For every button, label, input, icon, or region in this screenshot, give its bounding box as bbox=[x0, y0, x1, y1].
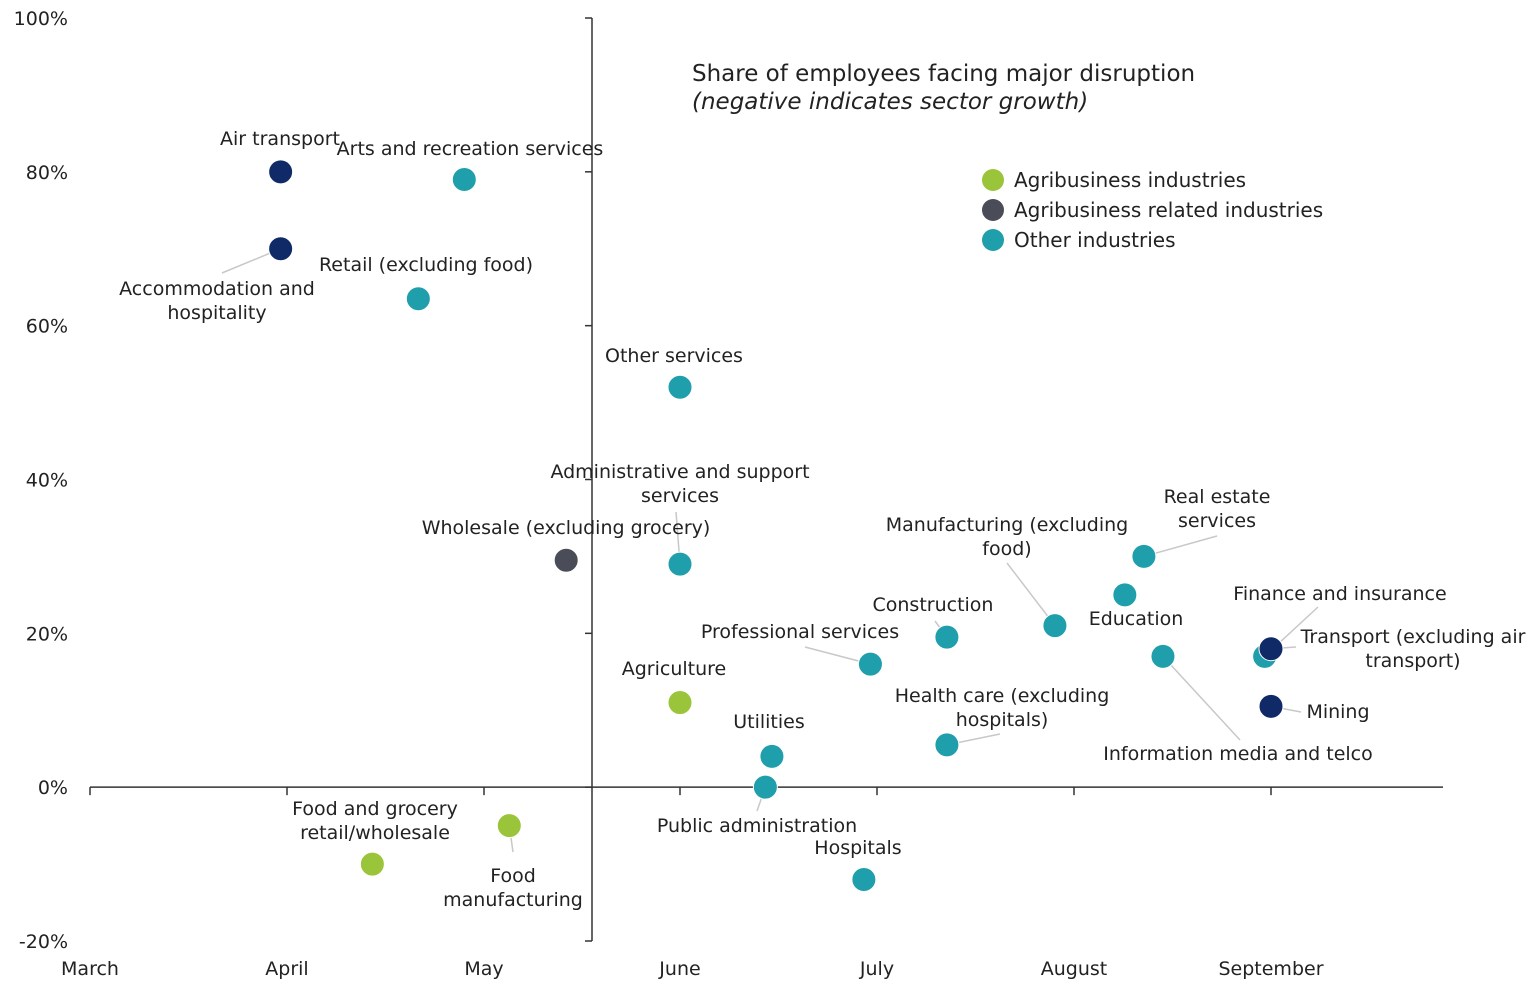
chart-subtitle: (negative indicates sector growth) bbox=[692, 89, 1088, 115]
point-label-administrative-and-support-services: Administrative and support services bbox=[550, 461, 809, 507]
point-agriculture bbox=[667, 690, 693, 716]
x-tick-label: September bbox=[1218, 958, 1323, 980]
point-label-arts-and-recreation-services: Arts and recreation services bbox=[337, 138, 604, 160]
chart-title: Share of employees facing major disrupti… bbox=[692, 61, 1195, 87]
point-label-retail-excluding-food: Retail (excluding food) bbox=[319, 254, 533, 276]
point-label-construction: Construction bbox=[873, 594, 994, 616]
point-label-air-transport: Air transport bbox=[220, 128, 340, 150]
y-tick-label: 40% bbox=[26, 470, 68, 492]
point-health-care-excluding-hospitals bbox=[934, 732, 960, 758]
point-food-manufacturing bbox=[496, 813, 522, 839]
legend-swatch-other-industries bbox=[982, 229, 1004, 251]
point-real-estate-services bbox=[1131, 543, 1157, 569]
point-label-utilities: Utilities bbox=[733, 711, 805, 733]
point-label-health-care-excluding-hospitals: Health care (excluding hospitals) bbox=[895, 685, 1110, 731]
point-label-public-administration: Public administration bbox=[657, 815, 857, 837]
point-label-accommodation-and-hospitality: Accommodation and hospitality bbox=[119, 278, 315, 324]
point-transport-excluding-air-transport bbox=[1258, 636, 1284, 662]
x-tick-label: May bbox=[464, 958, 503, 980]
point-label-agriculture: Agriculture bbox=[622, 658, 727, 680]
axes: 100% 80% 60% 40% 20% 0% -20% March April May June J… bbox=[14, 8, 1443, 980]
point-information-media-and-telco bbox=[1150, 643, 1176, 669]
point-wholesale-excluding-grocery bbox=[553, 547, 579, 573]
point-accommodation-and-hospitality bbox=[268, 236, 294, 262]
point-label-manufacturing-excluding-food: Manufacturing (excluding food) bbox=[886, 514, 1129, 560]
point-label-professional-services: Professional services bbox=[701, 621, 899, 643]
point-manufacturing-excluding-food bbox=[1042, 613, 1068, 639]
point-utilities bbox=[759, 743, 785, 769]
point-label-hospitals: Hospitals bbox=[814, 837, 901, 859]
chart-title-group: Share of employees facing major disrupti… bbox=[692, 61, 1195, 115]
point-label-information-media-and-telco: Information media and telco bbox=[1103, 743, 1373, 765]
legend-swatch-agribusiness-industries bbox=[982, 169, 1004, 191]
point-administrative-and-support-services bbox=[667, 551, 693, 577]
point-label-finance-and-insurance: Finance and insurance bbox=[1233, 583, 1446, 605]
point-education bbox=[1112, 582, 1138, 608]
point-label-education: Education bbox=[1089, 608, 1184, 630]
point-label-transport-excluding-air-transport: Transport (excluding air transport) bbox=[1300, 626, 1526, 672]
point-other-services bbox=[667, 374, 693, 400]
point-hospitals bbox=[851, 866, 877, 892]
point-retail-excluding-food bbox=[405, 286, 431, 312]
point-label-food-manufacturing: Food manufacturing bbox=[443, 865, 583, 911]
leader-line-manufacturing-excluding-food bbox=[1006, 562, 1056, 627]
point-construction bbox=[934, 624, 960, 650]
y-tick-label: 20% bbox=[26, 623, 68, 645]
x-tick-label: April bbox=[265, 958, 308, 980]
legend-swatch-agribusiness-related-industries bbox=[982, 199, 1004, 221]
y-tick-label: 60% bbox=[26, 316, 68, 338]
point-label-wholesale-excluding-grocery: Wholesale (excluding grocery) bbox=[422, 517, 711, 539]
point-public-administration bbox=[752, 774, 778, 800]
point-label-other-services: Other services bbox=[605, 345, 743, 367]
y-tick-label: -20% bbox=[19, 931, 68, 953]
y-tick-label: 100% bbox=[14, 8, 68, 30]
point-arts-and-recreation-services bbox=[451, 167, 477, 193]
point-air-transport bbox=[268, 159, 294, 185]
legend: Agribusiness industries Agribusiness rela… bbox=[982, 168, 1323, 252]
point-professional-services bbox=[857, 651, 883, 677]
x-tick-label: March bbox=[61, 958, 119, 980]
point-mining bbox=[1258, 693, 1284, 719]
y-tick-label: 0% bbox=[38, 777, 68, 799]
leader-line-information-media-and-telco bbox=[1162, 655, 1241, 741]
point-labels: Air transport Accommodation and hospitalit… bbox=[119, 128, 1525, 911]
legend-label-agribusiness-industries: Agribusiness industries bbox=[1014, 168, 1246, 192]
point-label-food-and-grocery-retail-wholesale: Food and grocery retail/wholesale bbox=[292, 798, 458, 844]
y-tick-label: 80% bbox=[26, 162, 68, 184]
point-food-and-grocery-retail-wholesale bbox=[359, 851, 385, 877]
legend-label-agribusiness-related-industries: Agribusiness related industries bbox=[1014, 198, 1323, 222]
point-label-mining: Mining bbox=[1306, 701, 1369, 723]
x-tick-label: August bbox=[1041, 958, 1108, 980]
point-label-real-estate-services: Real estate services bbox=[1164, 486, 1271, 532]
data-points bbox=[268, 159, 1284, 892]
x-tick-label: July bbox=[859, 958, 894, 980]
leader-line-real-estate-services bbox=[1143, 535, 1218, 558]
legend-label-other-industries: Other industries bbox=[1014, 228, 1176, 252]
x-tick-label: June bbox=[658, 958, 700, 980]
